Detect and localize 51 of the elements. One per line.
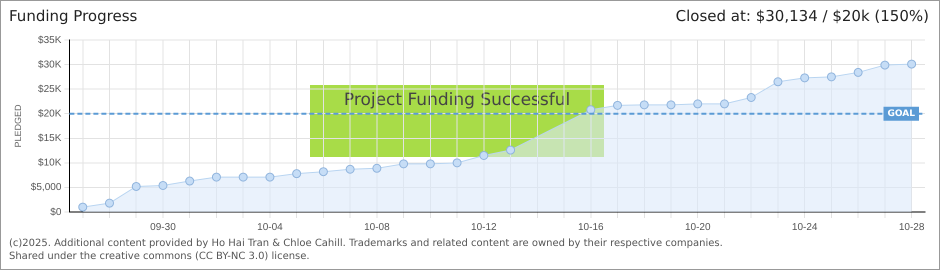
x-tick-label: 10-24 — [792, 222, 818, 233]
point — [452, 158, 462, 168]
y-tick-label: $35K — [38, 34, 62, 46]
point — [318, 167, 328, 176]
text: Shared under the creative commons (CC BY-NC 3.0) license. — [9, 250, 311, 263]
point — [426, 159, 435, 168]
x-tick-label: 09-30 — [150, 222, 176, 233]
y-tick-label: $10K — [38, 158, 62, 169]
point — [826, 72, 836, 82]
point — [372, 164, 382, 173]
y-tick-label: $0 — [50, 206, 62, 218]
point — [185, 176, 194, 186]
point — [132, 182, 141, 191]
point — [613, 100, 622, 110]
point — [399, 159, 408, 168]
point — [346, 164, 355, 174]
point — [104, 198, 114, 208]
ref-line-label: GOAL — [888, 109, 916, 120]
point — [720, 99, 729, 108]
point — [746, 92, 756, 102]
point — [666, 100, 676, 110]
x-tick-label: 10-08 — [364, 222, 390, 233]
x-tick-label: 10-12 — [471, 222, 498, 233]
y-tick-label: $20K — [38, 108, 62, 120]
point — [292, 169, 302, 178]
point — [506, 146, 516, 155]
point — [907, 60, 916, 69]
point — [265, 172, 274, 182]
y-tick-label: $30K — [38, 59, 62, 70]
point — [693, 99, 702, 108]
point — [479, 150, 488, 160]
y-tick-label: $5,000 — [30, 182, 62, 194]
point — [854, 68, 863, 77]
x-tick-label: 10-16 — [578, 222, 604, 233]
y-tick-label: $25K — [38, 84, 62, 95]
point — [78, 202, 88, 212]
point — [800, 73, 810, 82]
y-tick-label: $15K — [38, 133, 62, 144]
chart-subtitle: Closed at: $30,134 / $20k (150%) — [676, 7, 929, 25]
point — [158, 180, 168, 190]
point — [238, 172, 248, 182]
text: (c)2025. Additional content provided by Ho Hai Tran & Chloe Cahill. Trademarks and related content are owned by their respective companies. — [9, 237, 723, 250]
chart-title: Funding Progress — [9, 7, 138, 25]
point — [773, 77, 782, 86]
x-tick-label: 10-28 — [898, 222, 925, 233]
x-tick-label: 10-20 — [684, 222, 711, 233]
y-axis-title: PLEDGED — [12, 104, 23, 148]
point — [880, 60, 890, 70]
x-tick-label: 10-04 — [257, 222, 284, 233]
point — [640, 100, 649, 110]
point — [212, 172, 221, 182]
